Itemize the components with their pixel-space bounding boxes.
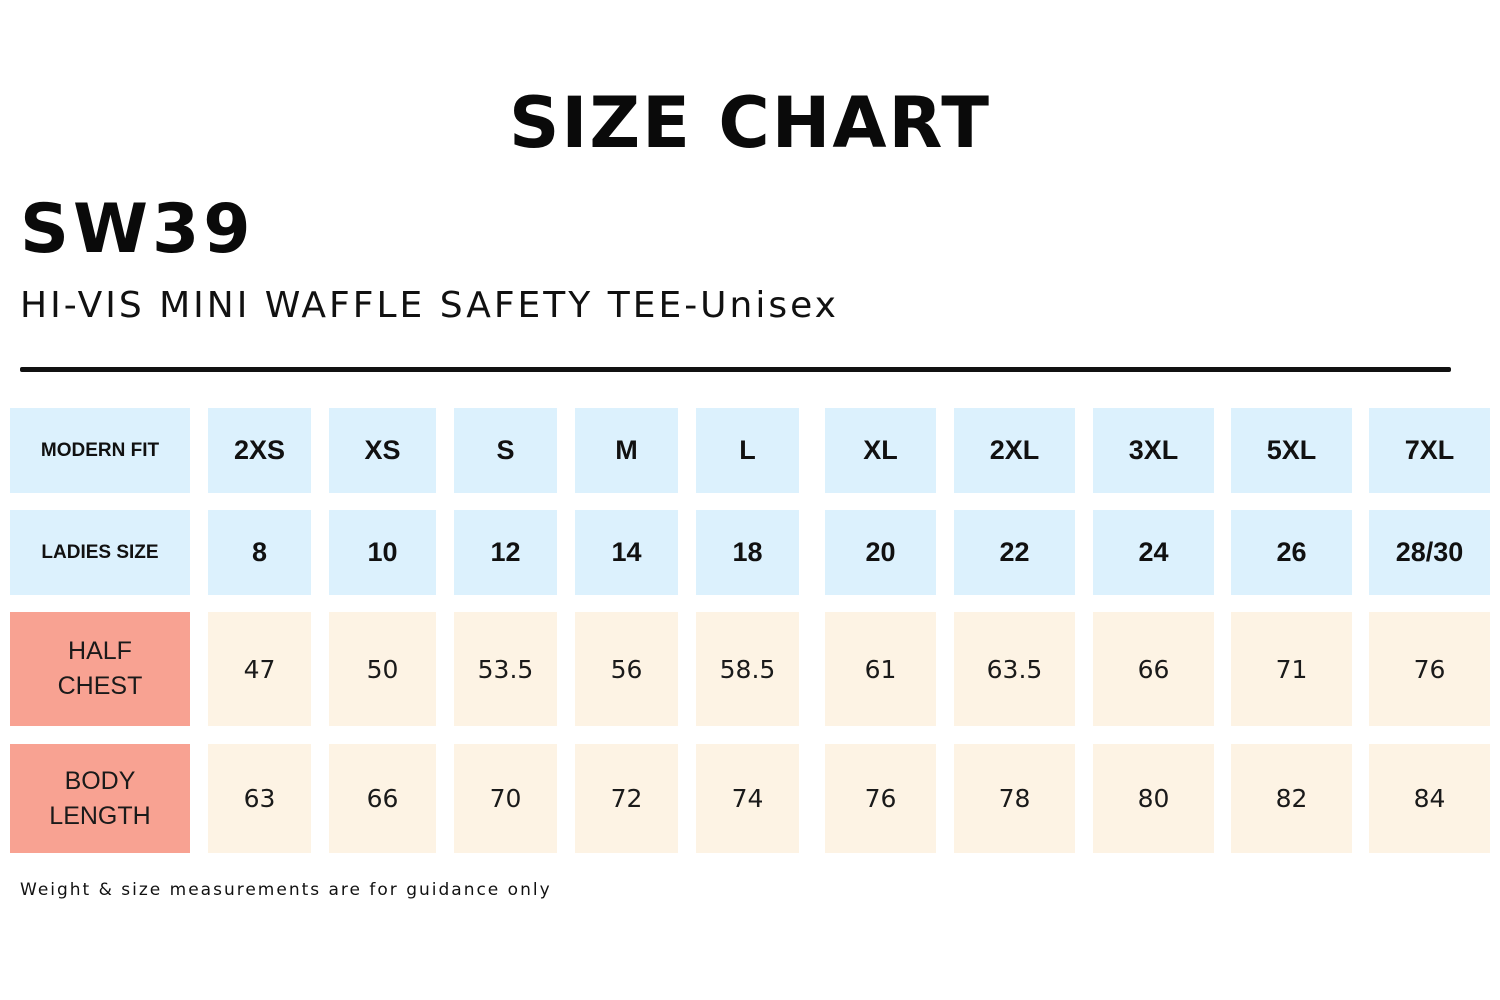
cell-value: 66	[367, 784, 399, 813]
cell-value: 70	[490, 784, 522, 813]
table-cell-body-length: 63	[208, 744, 311, 853]
row-label-half-chest: HALF CHEST	[10, 612, 190, 726]
table-cell-half-chest: 71	[1231, 612, 1352, 726]
cell-value: 80	[1138, 784, 1170, 813]
cell-value: 22	[999, 537, 1029, 568]
row-label-text: HALF CHEST	[58, 634, 143, 704]
table-cell-modern-fit: XS	[329, 408, 436, 493]
cell-value: 53.5	[478, 655, 534, 684]
table-cell-body-length: 84	[1369, 744, 1490, 853]
table-cell-modern-fit: XL	[825, 408, 936, 493]
cell-value: 10	[367, 537, 397, 568]
table-cell-modern-fit: 2XS	[208, 408, 311, 493]
cell-value: 24	[1138, 537, 1168, 568]
table-cell-ladies-size: 26	[1231, 510, 1352, 595]
table-cell-half-chest: 47	[208, 612, 311, 726]
row-label-text: MODERN FIT	[41, 440, 159, 462]
table-cell-half-chest: 66	[1093, 612, 1214, 726]
table-cell-ladies-size: 8	[208, 510, 311, 595]
cell-value: 3XL	[1129, 435, 1179, 466]
table-cell-ladies-size: 10	[329, 510, 436, 595]
table-cell-body-length: 82	[1231, 744, 1352, 853]
cell-value: 72	[611, 784, 643, 813]
table-cell-body-length: 66	[329, 744, 436, 853]
table-cell-body-length: 70	[454, 744, 557, 853]
cell-value: 76	[1414, 655, 1446, 684]
cell-value: 26	[1276, 537, 1306, 568]
cell-value: 2XL	[990, 435, 1040, 466]
table-cell-modern-fit: M	[575, 408, 678, 493]
table-cell-modern-fit: S	[454, 408, 557, 493]
cell-value: 8	[252, 537, 267, 568]
table-cell-body-length: 80	[1093, 744, 1214, 853]
table-cell-ladies-size: 14	[575, 510, 678, 595]
cell-value: 82	[1276, 784, 1308, 813]
cell-value: 28/30	[1396, 537, 1464, 568]
product-code: SW39	[20, 190, 255, 270]
cell-value: 63	[244, 784, 276, 813]
cell-value: XL	[863, 435, 898, 466]
cell-value: XS	[364, 435, 400, 466]
cell-value: 71	[1276, 655, 1308, 684]
table-cell-modern-fit: L	[696, 408, 799, 493]
cell-value: L	[739, 435, 756, 466]
row-label-body-length: BODY LENGTH	[10, 744, 190, 853]
cell-value: 66	[1138, 655, 1170, 684]
cell-value: 78	[999, 784, 1031, 813]
table-cell-ladies-size: 18	[696, 510, 799, 595]
cell-value: 61	[865, 655, 897, 684]
table-cell-ladies-size: 24	[1093, 510, 1214, 595]
divider-line	[20, 367, 1451, 372]
cell-value: 50	[367, 655, 399, 684]
cell-value: 12	[490, 537, 520, 568]
cell-value: 2XS	[234, 435, 285, 466]
cell-value: 14	[611, 537, 641, 568]
row-label-ladies-size: LADIES SIZE	[10, 510, 190, 595]
cell-value: 74	[732, 784, 764, 813]
cell-value: 84	[1414, 784, 1446, 813]
cell-value: 18	[732, 537, 762, 568]
table-cell-half-chest: 56	[575, 612, 678, 726]
table-cell-body-length: 76	[825, 744, 936, 853]
table-cell-half-chest: 58.5	[696, 612, 799, 726]
page-title: SIZE CHART	[0, 78, 1500, 168]
row-label-text: LADIES SIZE	[41, 542, 158, 564]
table-cell-modern-fit: 2XL	[954, 408, 1075, 493]
product-name: HI-VIS MINI WAFFLE SAFETY TEE-Unisex	[20, 284, 839, 328]
cell-value: 7XL	[1405, 435, 1455, 466]
table-cell-half-chest: 61	[825, 612, 936, 726]
table-cell-ladies-size: 12	[454, 510, 557, 595]
table-cell-half-chest: 63.5	[954, 612, 1075, 726]
table-cell-half-chest: 53.5	[454, 612, 557, 726]
table-cell-ladies-size: 20	[825, 510, 936, 595]
table-cell-body-length: 74	[696, 744, 799, 853]
cell-value: 58.5	[720, 655, 776, 684]
row-label-text: BODY LENGTH	[49, 764, 150, 834]
cell-value: 63.5	[987, 655, 1043, 684]
cell-value: 56	[611, 655, 643, 684]
table-cell-half-chest: 50	[329, 612, 436, 726]
footnote: Weight & size measurements are for guida…	[20, 880, 552, 900]
table-cell-body-length: 72	[575, 744, 678, 853]
cell-value: 76	[865, 784, 897, 813]
cell-value: M	[615, 435, 638, 466]
table-cell-ladies-size: 22	[954, 510, 1075, 595]
cell-value: S	[496, 435, 514, 466]
cell-value: 5XL	[1267, 435, 1317, 466]
table-cell-ladies-size: 28/30	[1369, 510, 1490, 595]
table-cell-body-length: 78	[954, 744, 1075, 853]
table-cell-half-chest: 76	[1369, 612, 1490, 726]
table-cell-modern-fit: 7XL	[1369, 408, 1490, 493]
cell-value: 20	[865, 537, 895, 568]
cell-value: 47	[244, 655, 276, 684]
table-cell-modern-fit: 3XL	[1093, 408, 1214, 493]
row-label-modern-fit: MODERN FIT	[10, 408, 190, 493]
table-cell-modern-fit: 5XL	[1231, 408, 1352, 493]
